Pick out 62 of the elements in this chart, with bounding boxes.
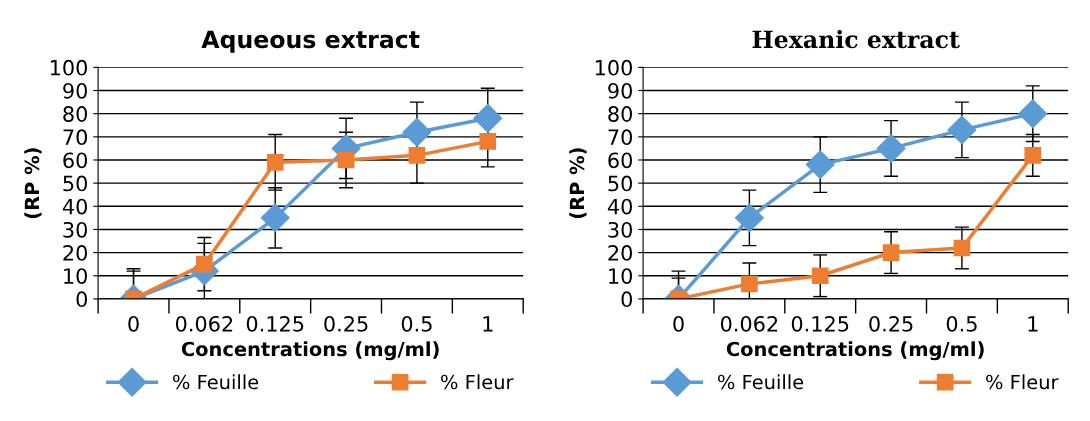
- y-axis-title: (RP %): [24, 148, 42, 219]
- y-tick-label: 100: [50, 59, 87, 76]
- y-tick-label: 70: [63, 129, 87, 146]
- point: [741, 275, 758, 293]
- x-axis-title: Concentrations (mg/ml): [181, 341, 439, 361]
- point: [260, 203, 290, 233]
- point: [266, 153, 284, 171]
- point: [1018, 99, 1048, 129]
- y-tick-label: 0: [621, 291, 632, 308]
- point: [734, 203, 764, 233]
- x-tick-label: 0.125: [791, 315, 849, 332]
- point: [337, 151, 355, 169]
- point: [196, 255, 213, 273]
- point: [805, 150, 835, 180]
- y-axis-title: (RP %): [569, 148, 587, 219]
- point: [408, 147, 426, 164]
- chart-title: Hexanic extract: [752, 29, 960, 49]
- x-tick-label: 1: [483, 316, 493, 332]
- y-tick-label: 10: [609, 268, 632, 284]
- y-tick-label: 30: [63, 221, 87, 238]
- point: [953, 239, 971, 257]
- x-tick-label: 0: [673, 315, 684, 332]
- point: [402, 117, 432, 147]
- y-tick-label: 90: [63, 82, 87, 99]
- y-tick-label: 50: [63, 175, 87, 192]
- x-tick-label: 1: [1028, 316, 1038, 332]
- legend-label: % Fleur: [986, 374, 1059, 390]
- y-tick-label: 70: [608, 129, 632, 146]
- y-tick-label: 30: [608, 221, 632, 238]
- y-tick-label: 100: [595, 59, 632, 76]
- x-tick-label: 0.5: [946, 315, 977, 332]
- point: [947, 115, 977, 145]
- y-tick-label: 40: [607, 198, 632, 215]
- chart-title: Aqueous extract: [201, 30, 420, 53]
- legend-label: % Fleur: [441, 374, 514, 390]
- x-tick-label: 0.25: [324, 315, 368, 332]
- y-tick-label: 50: [608, 175, 632, 192]
- x-tick-label: 0.125: [246, 315, 304, 332]
- x-tick-label: 0: [128, 315, 139, 332]
- point: [1024, 147, 1042, 164]
- y-tick-label: 10: [64, 268, 87, 284]
- legend-label: % Feuille: [718, 374, 804, 390]
- point: [479, 133, 497, 150]
- y-tick-label: 80: [63, 106, 87, 122]
- point: [473, 103, 503, 133]
- y-tick-label: 90: [608, 82, 632, 99]
- x-tick-label: 0.062: [720, 315, 778, 332]
- y-tick-label: 60: [63, 152, 87, 169]
- x-tick-label: 0.062: [175, 315, 233, 332]
- y-tick-label: 20: [63, 245, 87, 261]
- y-tick-label: 20: [608, 245, 632, 261]
- point: [811, 267, 829, 285]
- x-tick-label: 0.5: [401, 315, 432, 332]
- y-tick-label: 0: [76, 291, 87, 308]
- legend-label: % Feuille: [173, 374, 259, 390]
- x-axis-title: Concentrations (mg/ml): [726, 341, 984, 361]
- y-tick-label: 40: [62, 198, 87, 215]
- y-tick-label: 60: [608, 152, 632, 169]
- x-tick-label: 0.25: [869, 315, 913, 332]
- y-tick-label: 80: [608, 106, 632, 122]
- point: [882, 244, 900, 261]
- point: [876, 133, 906, 163]
